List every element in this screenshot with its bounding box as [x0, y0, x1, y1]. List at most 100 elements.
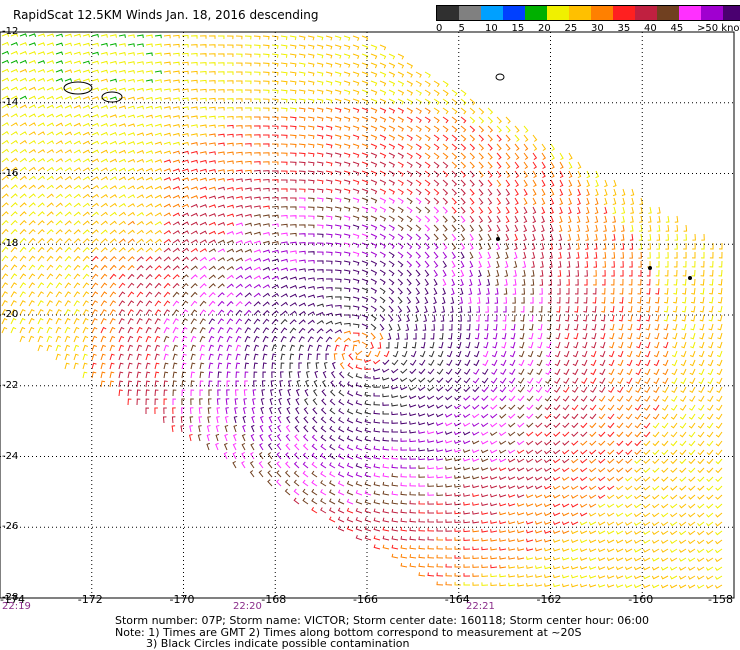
wind-barb	[181, 186, 190, 190]
wind-barb	[244, 240, 253, 244]
wind-barb	[552, 494, 561, 499]
wind-barb	[82, 291, 90, 298]
wind-barb	[361, 179, 369, 186]
wind-barb	[597, 530, 606, 535]
wind-barb	[680, 404, 687, 411]
wind-barb	[460, 179, 466, 187]
wind-barb	[295, 406, 300, 415]
wind-barb	[233, 433, 237, 442]
wind-barb	[534, 529, 543, 534]
wind-barb	[325, 353, 330, 360]
wind-barb	[307, 259, 315, 264]
wind-barb	[442, 197, 449, 205]
wind-barb	[575, 278, 579, 286]
wind-barb	[409, 412, 417, 417]
wind-barb	[445, 395, 453, 401]
wind-barb	[295, 397, 300, 406]
wind-barb	[525, 512, 534, 516]
wind-barb	[478, 269, 482, 278]
wind-barb	[585, 233, 589, 241]
wind-barb	[661, 422, 669, 429]
wind-barb	[427, 492, 435, 496]
wind-barb	[250, 451, 255, 460]
wind-barb	[616, 458, 624, 464]
wind-barb	[678, 566, 687, 571]
wind-barb	[490, 404, 498, 410]
wind-barb	[579, 494, 588, 499]
wind-barb	[683, 251, 687, 259]
wind-barb	[615, 584, 624, 588]
wind-barb	[669, 557, 678, 562]
wind-barb	[316, 233, 324, 238]
wind-barb	[597, 512, 606, 517]
wind-barb	[558, 233, 563, 241]
wind-barb	[436, 465, 444, 470]
wind-barb	[154, 52, 162, 57]
wind-barb	[494, 296, 499, 304]
wind-barb	[615, 575, 624, 579]
wind-barb	[258, 470, 264, 478]
wind-barb	[397, 116, 404, 123]
wind-barb	[576, 233, 581, 241]
wind-barb	[717, 305, 723, 313]
wind-barb	[537, 332, 543, 340]
wind-barb	[552, 547, 561, 552]
wind-barb	[624, 539, 633, 544]
wind-barb	[543, 494, 552, 499]
wind-barb	[653, 350, 660, 358]
wind-barb	[611, 269, 615, 277]
wind-barb	[680, 359, 687, 367]
wind-barb	[46, 211, 54, 217]
wind-barb	[334, 296, 342, 300]
wind-barb	[547, 296, 552, 304]
wind-barb	[199, 327, 206, 334]
wind-barb	[520, 305, 525, 313]
wind-barb	[490, 511, 498, 516]
wind-barb	[397, 251, 404, 259]
wind-barb	[625, 449, 633, 456]
wind-barb	[645, 305, 651, 313]
wind-barb	[415, 242, 422, 250]
wind-barb	[226, 265, 235, 271]
wind-barb	[154, 176, 163, 181]
wind-barb	[541, 152, 546, 161]
wind-barb	[529, 314, 534, 322]
wind-barb	[271, 35, 279, 40]
wind-barb	[682, 278, 687, 286]
wind-barb	[82, 255, 90, 262]
wind-barb	[397, 98, 404, 105]
wind-barb	[571, 440, 579, 446]
wind-barb	[364, 490, 372, 496]
wind-barb	[682, 287, 687, 295]
wind-barb	[397, 71, 405, 78]
wind-barb	[217, 160, 225, 164]
wind-barb	[190, 70, 198, 75]
wind-barb	[382, 437, 390, 442]
wind-barb	[459, 296, 464, 304]
wind-barb	[505, 251, 509, 260]
wind-barb	[599, 377, 606, 384]
wind-barb	[406, 134, 413, 141]
wind-barb	[226, 300, 234, 307]
wind-barb	[346, 462, 354, 469]
wind-barb	[495, 269, 500, 277]
wind-barb	[526, 574, 534, 578]
wind-barb	[463, 537, 471, 542]
wind-barb	[343, 179, 351, 185]
wind-barb	[444, 413, 453, 418]
wind-barb	[181, 70, 189, 75]
wind-barb	[619, 287, 624, 295]
wind-barb	[189, 425, 193, 433]
wind-barb	[145, 105, 153, 110]
wind-barb	[662, 404, 669, 411]
wind-barb	[370, 188, 378, 195]
wind-barb	[699, 341, 705, 349]
wind-barb	[271, 71, 279, 76]
wind-barb	[347, 390, 354, 397]
wind-barb	[646, 269, 651, 277]
legend-label: 25	[564, 23, 578, 34]
wind-barb	[400, 473, 408, 478]
wind-barb	[1, 139, 10, 145]
wind-barb	[163, 114, 171, 119]
wind-barb	[451, 224, 457, 232]
